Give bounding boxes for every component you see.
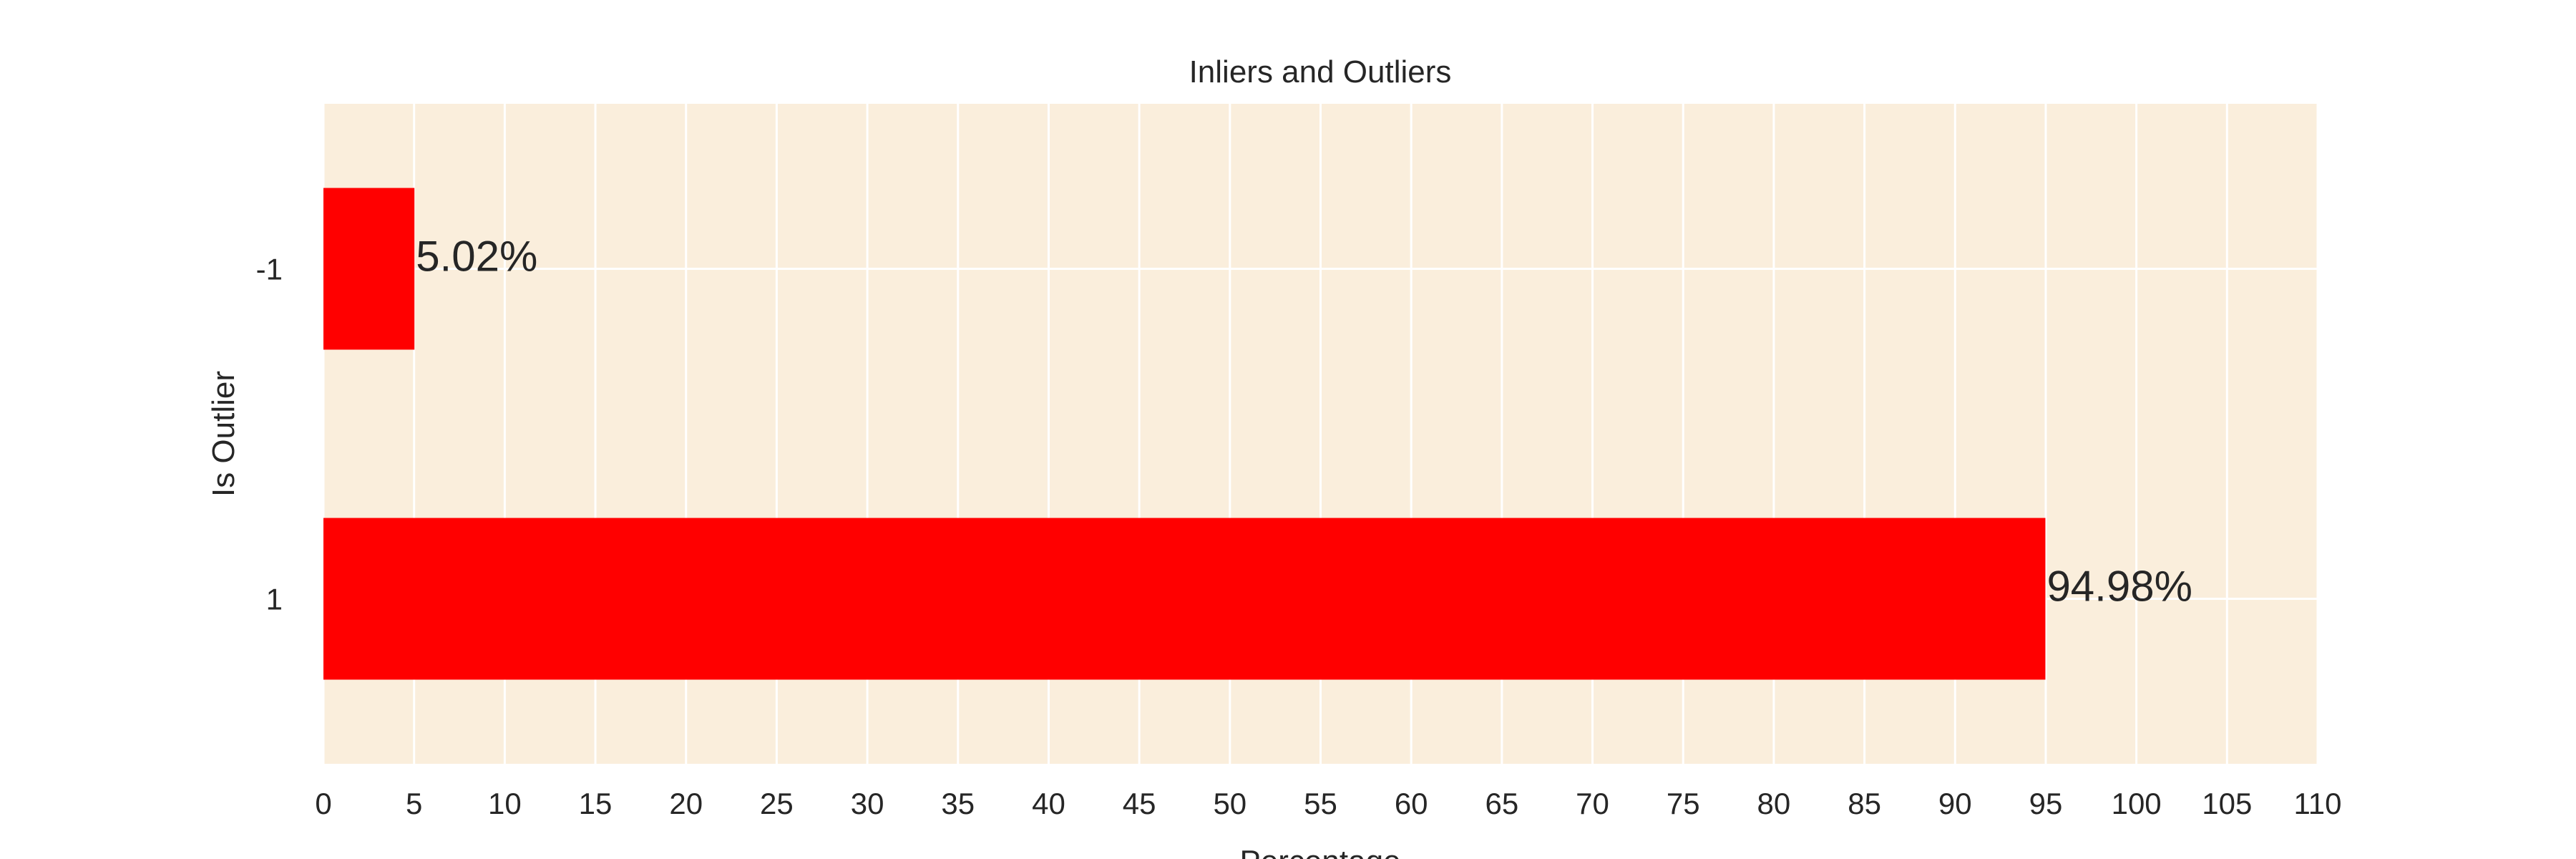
x-tick-label: 0 xyxy=(315,787,331,820)
y-axis-ticks: -1 1 xyxy=(256,253,283,616)
x-tick-label: 65 xyxy=(1485,787,1519,820)
x-tick-label: 75 xyxy=(1667,787,1700,820)
x-tick-label: 40 xyxy=(1032,787,1065,820)
x-tick-label: 60 xyxy=(1395,787,1428,820)
x-tick-label: 25 xyxy=(760,787,794,820)
y-tick-label: -1 xyxy=(256,253,283,286)
x-tick-label: 55 xyxy=(1304,787,1337,820)
x-tick-label: 35 xyxy=(941,787,975,820)
x-tick-label: 105 xyxy=(2202,787,2252,820)
x-tick-label: 30 xyxy=(851,787,884,820)
data-labels: 5.02% 94.98% xyxy=(416,233,2192,611)
x-tick-label: 15 xyxy=(579,787,613,820)
bar-value-label: 5.02% xyxy=(416,233,537,281)
chart-title: Inliers and Outliers xyxy=(1189,54,1452,89)
x-axis-label: Percentage xyxy=(1239,844,1400,859)
y-axis-label: Is Outlier xyxy=(206,371,241,497)
x-tick-label: 90 xyxy=(1938,787,1972,820)
x-tick-label: 70 xyxy=(1576,787,1609,820)
x-tick-label: 45 xyxy=(1123,787,1156,820)
bar-value-label: 94.98% xyxy=(2046,563,2192,611)
x-tick-label: 85 xyxy=(1848,787,1881,820)
x-tick-label: 50 xyxy=(1213,787,1246,820)
bars xyxy=(323,188,2046,680)
x-tick-label: 100 xyxy=(2112,787,2162,820)
x-tick-label: 80 xyxy=(1757,787,1791,820)
bar xyxy=(323,188,415,350)
x-tick-label: 10 xyxy=(488,787,522,820)
x-axis-ticks: 0 5 10 15 20 25 30 35 40 45 50 55 60 65 70 75 80 85 90 95 10… xyxy=(315,787,2341,820)
y-tick-label: 1 xyxy=(266,583,283,616)
x-tick-label: 110 xyxy=(2294,787,2342,820)
x-tick-label: 95 xyxy=(2029,787,2063,820)
x-tick-label: 20 xyxy=(669,787,703,820)
x-tick-label: 5 xyxy=(406,787,422,820)
bar xyxy=(323,518,2046,680)
